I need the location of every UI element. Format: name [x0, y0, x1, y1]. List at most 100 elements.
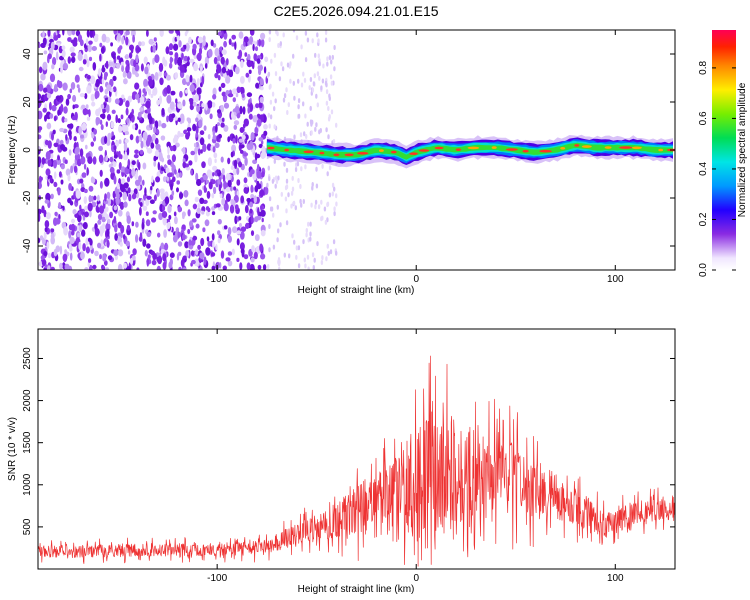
noise-cell: [259, 96, 264, 104]
noise-cell: [156, 171, 161, 178]
noise-cell: [223, 124, 229, 132]
noise-cell: [99, 85, 104, 93]
noise-cell: [201, 161, 206, 169]
noise-cell: [207, 240, 211, 247]
noise-cell: [308, 85, 311, 91]
noise-cell: [162, 261, 167, 270]
noise-cell: [287, 192, 290, 198]
noise-cell: [248, 113, 253, 120]
noise-cell: [177, 251, 182, 256]
trace-peak: [631, 146, 642, 150]
noise-cell: [333, 211, 336, 217]
noise-cell: [80, 156, 86, 165]
noise-cell: [282, 32, 285, 38]
noise-cell: [172, 176, 176, 183]
snr-y-label: SNR (10 * v/v): [7, 417, 18, 481]
noise-cell: [172, 234, 178, 243]
noise-cell: [272, 212, 275, 218]
noise-cell: [69, 88, 73, 94]
noise-cell: [135, 234, 139, 243]
noise-cell: [189, 84, 195, 93]
noise-cell: [195, 132, 198, 138]
noise-cell: [64, 249, 67, 254]
noise-cell: [173, 134, 179, 143]
noise-cell: [115, 114, 118, 124]
noise-cell: [256, 180, 260, 188]
noise-cell: [77, 34, 83, 43]
noise-cell: [145, 219, 151, 227]
noise-cell: [113, 215, 117, 224]
noise-cell: [149, 199, 155, 204]
noise-cell: [312, 265, 315, 270]
noise-cell: [71, 56, 76, 63]
noise-cell: [57, 109, 60, 116]
noise-cell: [267, 71, 271, 77]
noise-cell: [77, 232, 81, 238]
noise-cell: [162, 216, 167, 226]
noise-cell: [220, 30, 224, 39]
noise-cell: [44, 227, 48, 233]
noise-cell: [45, 212, 51, 220]
noise-cell: [38, 66, 43, 74]
noise-cell: [231, 42, 235, 47]
noise-cell: [293, 95, 296, 101]
noise-cell: [299, 132, 303, 138]
noise-cell: [70, 165, 74, 174]
noise-cell: [307, 266, 310, 270]
noise-cell: [78, 50, 82, 60]
noise-cell: [333, 45, 336, 50]
colorbar-tick-label: 0.8: [698, 61, 709, 75]
noise-cell: [106, 139, 111, 146]
noise-cell: [223, 40, 228, 48]
noise-cell: [217, 31, 222, 36]
noise-cell: [269, 114, 273, 120]
noise-cell: [260, 38, 265, 48]
x-tick-label: 100: [607, 573, 624, 584]
noise-cell: [80, 208, 83, 215]
noise-cell: [276, 31, 279, 37]
noise-cell: [230, 151, 234, 158]
noise-cell: [315, 183, 319, 189]
noise-cell: [185, 250, 190, 258]
noise-cell: [234, 215, 238, 225]
noise-cell: [327, 250, 330, 256]
noise-cell: [190, 169, 193, 176]
noise-cell: [204, 63, 208, 69]
noise-cell: [248, 99, 251, 105]
noise-cell: [296, 161, 300, 167]
noise-cell: [234, 41, 237, 50]
noise-cell: [320, 199, 323, 205]
noise-cell: [249, 102, 254, 112]
noise-cell: [65, 98, 70, 106]
noise-cell: [128, 52, 133, 59]
noise-cell: [188, 239, 192, 246]
noise-cell: [206, 169, 212, 178]
noise-cell: [333, 206, 336, 212]
noise-cell: [119, 201, 124, 210]
noise-cell: [261, 217, 264, 223]
noise-cell: [67, 174, 71, 182]
noise-cell: [223, 225, 228, 230]
noise-cell: [121, 124, 127, 133]
noise-cell: [42, 61, 48, 71]
noise-cell: [175, 30, 179, 34]
noise-cell: [225, 173, 231, 181]
noise-cell: [249, 201, 254, 208]
trace-peak: [574, 144, 580, 147]
noise-cell: [239, 127, 245, 133]
noise-cell: [216, 109, 222, 114]
noise-cell: [62, 82, 68, 91]
noise-cell: [82, 107, 88, 116]
noise-cell: [197, 244, 202, 250]
noise-cell: [154, 54, 160, 63]
noise-cell: [95, 78, 101, 87]
noise-cell: [127, 95, 132, 103]
noise-cell: [274, 183, 277, 189]
noise-cell: [166, 115, 169, 123]
noise-cell: [182, 146, 186, 155]
noise-cell: [142, 238, 147, 247]
noise-cell: [134, 123, 139, 131]
noise-cell: [38, 83, 44, 92]
noise-cell: [260, 229, 266, 237]
noise-cell: [179, 192, 184, 199]
